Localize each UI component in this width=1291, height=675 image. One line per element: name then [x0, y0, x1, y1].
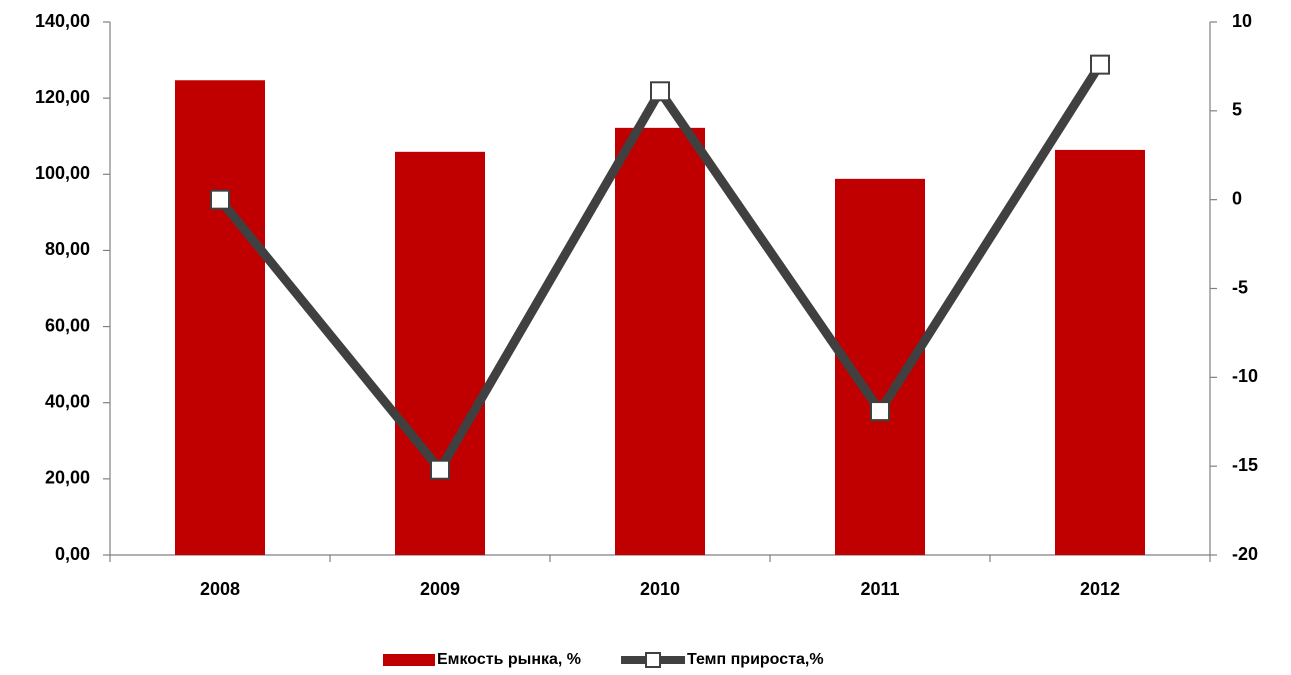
y-tick-label: 80,00 — [45, 239, 90, 259]
y2-tick-label: 10 — [1232, 11, 1252, 31]
x-tick-label: 2011 — [860, 579, 899, 599]
y2-tick-label: -15 — [1232, 455, 1258, 475]
y-tick-label: 40,00 — [45, 391, 90, 411]
y2-tick-label: -5 — [1232, 277, 1248, 297]
marker — [650, 81, 670, 102]
y-tick-label: 120,00 — [35, 87, 90, 107]
marker — [870, 401, 890, 422]
legend-label: Темп прироста,% — [687, 651, 824, 668]
y-tick-label: 140,00 — [35, 11, 90, 31]
bar — [1055, 149, 1145, 556]
bar — [615, 127, 705, 556]
marker — [1090, 54, 1110, 75]
y-tick-label: 0,00 — [55, 544, 90, 564]
x-tick-label: 2009 — [420, 579, 460, 599]
y2-tick-label: -20 — [1232, 544, 1258, 564]
marker — [210, 189, 230, 210]
marker — [430, 459, 450, 480]
y-tick-label: 100,00 — [35, 163, 90, 183]
y2-tick-label: 5 — [1232, 100, 1242, 120]
y-tick-label: 60,00 — [45, 315, 90, 335]
x-tick-label: 2012 — [1080, 579, 1120, 599]
x-tick-label: 2008 — [200, 579, 240, 599]
legend-swatch — [383, 654, 435, 666]
legend-label: Емкость рынка, % — [437, 651, 581, 668]
y-tick-label: 20,00 — [45, 468, 90, 488]
bar — [175, 80, 265, 556]
y2-tick-label: -10 — [1232, 366, 1258, 386]
legend-marker — [645, 652, 662, 668]
bar — [395, 151, 485, 555]
y2-tick-label: 0 — [1232, 188, 1242, 208]
x-tick-label: 2010 — [640, 579, 680, 599]
